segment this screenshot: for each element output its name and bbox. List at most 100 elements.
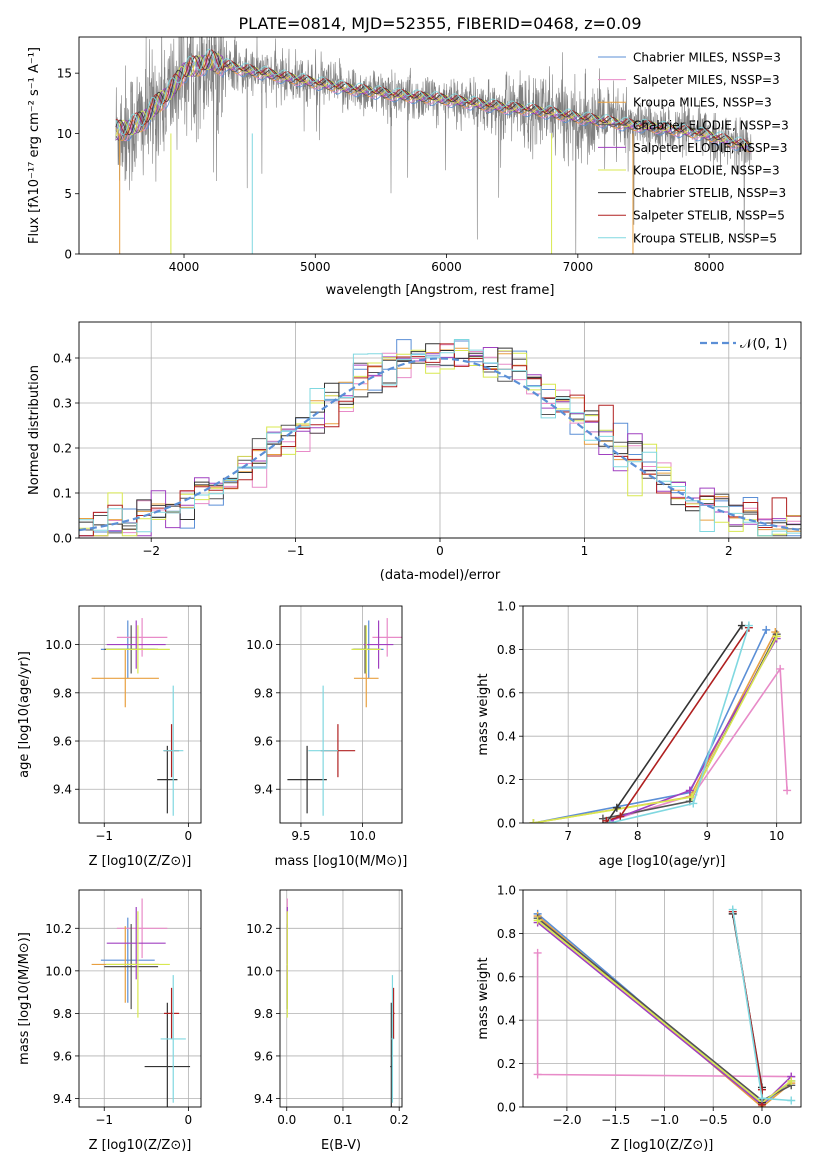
residuals-xlabel: (data-model)/error	[380, 568, 501, 583]
spectrum-panel: 4000 5000 6000 7000 8000 0 5 10 15 wavelength [An…	[27, 36, 802, 298]
mass-vs-z-ytick-label: 10.0	[45, 964, 72, 978]
age-vs-mass-plot-area	[287, 618, 402, 816]
spectrum-legend-label: Salpeter STELIB, NSSP=5	[633, 209, 785, 223]
massweight-vs-age-marker	[772, 632, 781, 641]
massweight-vs-age-ytick-label: 0.4	[497, 730, 516, 744]
mass-vs-z-ytick-label: 9.6	[53, 1049, 72, 1063]
massweight-vs-z-xtick-label: −1.0	[650, 1113, 679, 1127]
mass-vs-ebv-xtick-label: 0.0	[277, 1113, 296, 1127]
massweight-vs-z-plot-area	[533, 905, 796, 1107]
residuals-frame	[78, 321, 802, 539]
massweight-vs-age-xtick-label: 7	[564, 829, 572, 843]
mass-vs-z-ylabel: mass [log10(M/M⊙)]	[17, 932, 32, 1065]
massweight-vs-age-panel: 7 8 9 10 0.0 0.2 0.4 0.6 0.8 1.0 age [log10(age/yr…	[476, 600, 802, 869]
histogram-salpeter-stelib	[79, 343, 801, 537]
residuals-plot-area	[79, 339, 801, 537]
massweight-vs-z-marker	[728, 905, 737, 914]
residuals-ytick-label: 0.2	[53, 442, 72, 456]
mass-vs-z-xtick-label: −1	[95, 1113, 113, 1127]
spectrum-xtick-label: 5000	[300, 260, 331, 274]
massweight-vs-z-ytick-label: 0.8	[497, 927, 516, 941]
age-vs-z-ytick-label: 9.8	[53, 686, 72, 700]
mass-vs-ebv-ytick-label: 9.8	[254, 1007, 273, 1021]
mass-vs-z-panel: −1 0 9.4 9.6 9.8 10.0 10.2 Z [log10(Z/Z⊙)] mass …	[17, 889, 202, 1153]
spectrum-legend-label: Chabrier MILES, NSSP=3	[633, 51, 781, 65]
age-vs-z-plot-area	[91, 618, 184, 816]
massweight-vs-age-marker	[602, 816, 611, 823]
massweight-vs-z-ytick-label: 0.4	[497, 1014, 516, 1028]
massweight-vs-z-ytick-label: 0.2	[497, 1057, 516, 1071]
massweight-vs-age-marker	[616, 812, 625, 821]
mass-vs-ebv-ytick-label: 9.6	[254, 1049, 273, 1063]
spectrum-model-salpeter-stelib	[115, 49, 752, 148]
spectrum-ytick-label: 10	[57, 127, 72, 141]
residuals-ytick-label: 0.3	[53, 397, 72, 411]
spectrum-legend-label: Kroupa STELIB, NSSP=5	[633, 231, 777, 245]
massweight-vs-z-panel: −2.0 −1.5 −1.0 −0.5 0.0 0.0 0.2 0.4 0.6 0.8 1.0 Z […	[476, 884, 802, 1153]
massweight-vs-age-marker	[612, 803, 621, 812]
massweight-vs-age-marker	[762, 625, 771, 634]
age-vs-z-xtick-label: −1	[95, 829, 113, 843]
mass-vs-ebv-xtick-label: 0.2	[390, 1113, 409, 1127]
age-vs-mass-ytick-label: 9.8	[254, 686, 273, 700]
residuals-ylabel: Normed distribution	[27, 365, 42, 495]
mass-vs-ebv-xtick-label: 0.1	[333, 1113, 352, 1127]
age-vs-mass-ytick-label: 9.4	[254, 783, 273, 797]
residuals-ytick-label: 0.4	[53, 352, 72, 366]
massweight-vs-age-xtick-label: 8	[634, 829, 642, 843]
age-vs-z-ytick-label: 10.0	[45, 638, 72, 652]
massweight-vs-z-marker	[533, 916, 542, 925]
residuals-ytick-label: 0.1	[53, 487, 72, 501]
mass-vs-ebv-ytick-label: 9.4	[254, 1092, 273, 1106]
age-vs-mass-ytick-label: 9.6	[254, 735, 273, 749]
mass-vs-z-ytick-label: 9.8	[53, 1007, 72, 1021]
mass-vs-z-plot-area	[91, 898, 191, 1107]
massweight-vs-age-marker	[744, 621, 753, 630]
age-vs-mass-ytick-label: 10.0	[246, 638, 273, 652]
massweight-vs-age-marker	[689, 799, 698, 808]
massweight-vs-z-frame	[522, 889, 802, 1108]
massweight-vs-age-ylabel: mass weight	[476, 673, 491, 755]
histogram-kroupa-stelib	[79, 339, 801, 537]
age-vs-z-ytick-label: 9.6	[53, 735, 72, 749]
massweight-vs-age-ytick-label: 0.8	[497, 643, 516, 657]
massweight-vs-age-series-line	[609, 666, 788, 822]
massweight-vs-age-ytick-label: 0.0	[497, 817, 516, 831]
massweight-vs-z-xtick-label: −2.0	[552, 1113, 581, 1127]
spectrum-legend-label: Chabrier STELIB, NSSP=3	[633, 186, 786, 200]
spectrum-legend: Chabrier MILES, NSSP=3 Salpeter MILES, NS…	[598, 51, 789, 245]
mass-vs-ebv-frame	[279, 889, 403, 1108]
massweight-vs-age-marker	[776, 664, 785, 673]
normal-curve	[79, 357, 801, 532]
mass-vs-z-ytick-label: 9.4	[53, 1092, 72, 1106]
age-vs-mass-xtick-label: 9.5	[291, 829, 310, 843]
spectrum-ytick-label: 15	[57, 67, 72, 81]
mass-vs-z-xlabel: Z [log10(Z/Z⊙)]	[89, 1138, 192, 1153]
massweight-vs-z-xtick-label: 0.0	[752, 1113, 771, 1127]
mass-vs-z-ytick-label: 10.2	[45, 922, 72, 936]
massweight-vs-z-marker	[787, 1096, 796, 1105]
age-vs-z-ytick-label: 9.4	[53, 783, 72, 797]
residuals-xtick-label: 2	[725, 544, 733, 558]
massweight-vs-age-xlabel: age [log10(age/yr)]	[599, 854, 726, 869]
spectrum-ytick-label: 5	[64, 187, 72, 201]
massweight-vs-z-ytick-label: 0.6	[497, 970, 516, 984]
spectrum-legend-label: Chabrier ELODIE, NSSP=3	[633, 118, 789, 132]
spectrum-data-line	[115, 37, 752, 254]
age-vs-mass-panel: 9.5 10.0 9.4 9.6 9.8 10.0 mass [log10(M/M⊙)]	[246, 605, 407, 869]
massweight-vs-z-ytick-label: 1.0	[497, 884, 516, 898]
mass-vs-ebv-xlabel: E(B-V)	[321, 1138, 361, 1153]
age-vs-z-frame	[78, 605, 202, 824]
age-vs-z-panel: −1 0 9.4 9.6 9.8 10.0 Z [log10(Z/Z⊙)] age [log1…	[17, 605, 202, 869]
age-vs-z-ylabel: age [log10(age/yr)]	[17, 651, 32, 778]
massweight-vs-z-marker	[757, 1094, 766, 1103]
massweight-vs-z-xtick-label: −1.5	[601, 1113, 630, 1127]
mass-vs-ebv-panel: 0.0 0.1 0.2 9.4 9.6 9.8 10.0 10.2 E(B-V)	[246, 889, 409, 1153]
massweight-vs-z-ylabel: mass weight	[476, 957, 491, 1039]
mass-vs-ebv-ytick-label: 10.2	[246, 922, 273, 936]
mass-vs-ebv-plot-area	[286, 898, 395, 1107]
massweight-vs-age-xtick-label: 10	[769, 829, 784, 843]
residuals-legend-label: 𝒩(0, 1)	[740, 337, 787, 352]
massweight-vs-age-ytick-label: 1.0	[497, 600, 516, 614]
